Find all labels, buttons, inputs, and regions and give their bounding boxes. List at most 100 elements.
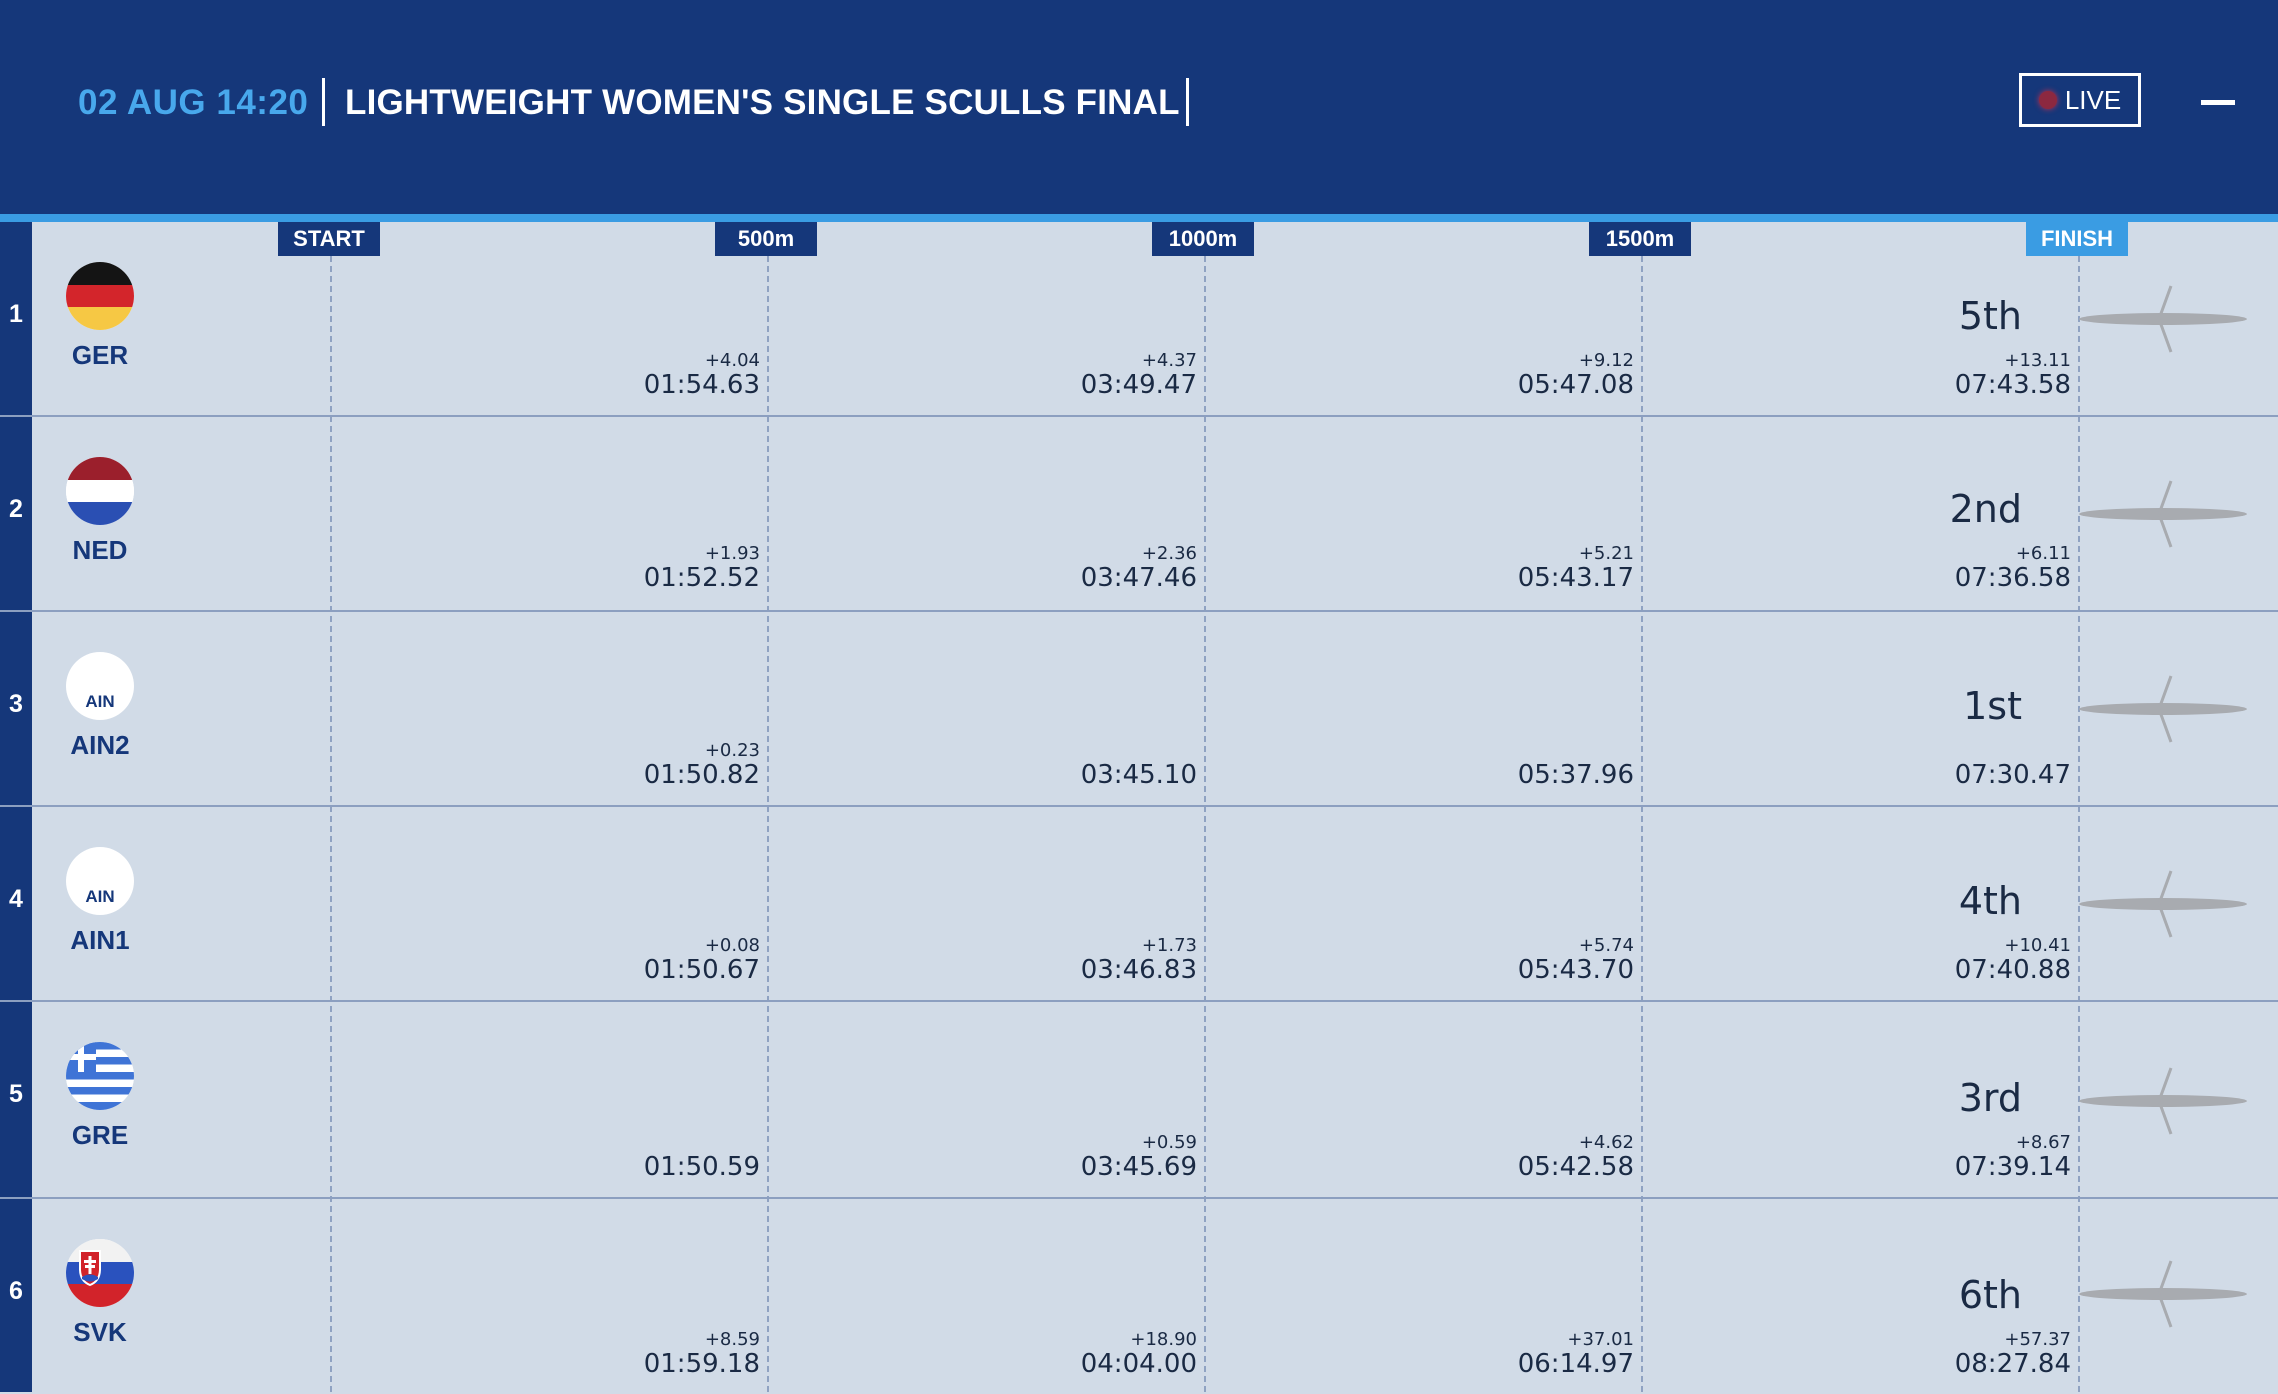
split-diff: +37.01 <box>1567 1329 1634 1350</box>
split-time: 05:43.70 <box>1517 955 1634 985</box>
finish-diff: +57.37 <box>2004 1329 2071 1350</box>
split-time: 01:50.59 <box>643 1152 760 1182</box>
header-divider <box>1186 78 1189 126</box>
split-diff: +4.62 <box>1578 1132 1634 1153</box>
finish-diff: +8.67 <box>2015 1132 2071 1153</box>
country-code: NED <box>72 535 128 565</box>
split-diff: +0.59 <box>1141 1132 1197 1153</box>
marker-finish: FINISH <box>2026 222 2128 256</box>
split-diff: +18.90 <box>1130 1329 1197 1350</box>
ain-flag-icon: AIN <box>66 652 134 720</box>
boat-icon <box>2079 1260 2247 1328</box>
split-time: 03:46.83 <box>1080 955 1197 985</box>
split-time: 06:14.97 <box>1517 1349 1634 1379</box>
race-date-time: 02 AUG 14:20 <box>78 83 309 122</box>
live-button[interactable]: LIVE <box>2019 73 2141 127</box>
live-indicator-icon <box>2038 91 2057 109</box>
lane-number: 1 <box>9 300 23 328</box>
final-place: 3rd <box>1958 1076 2022 1120</box>
lane-row: 6 SVK +8.59 01:59.18 +18.90 04:04.00 +37… <box>0 1199 2278 1394</box>
boat-icon <box>2079 870 2247 938</box>
header-divider <box>322 78 325 126</box>
slovakia-flag-icon <box>66 1239 134 1307</box>
finish-time: 07:36.58 <box>1954 563 2071 593</box>
row-divider <box>0 610 2278 612</box>
germany-flag-icon <box>66 262 134 330</box>
minimize-button[interactable] <box>2200 90 2236 114</box>
final-place: 1st <box>1963 684 2022 728</box>
marker-1500m: 1500m <box>1589 222 1691 256</box>
greece-flag-icon <box>66 1042 134 1110</box>
split-diff: +5.74 <box>1578 935 1634 956</box>
finish-diff: +13.11 <box>2004 350 2071 371</box>
split-time: 03:45.69 <box>1080 1152 1197 1182</box>
country-code: GER <box>71 340 129 370</box>
country-code: SVK <box>73 1317 127 1347</box>
marker-500m: 500m <box>715 222 817 256</box>
ain-flag-text: AIN <box>85 692 115 711</box>
race-header: 02 AUG 14:20 LIGHTWEIGHT WOMEN'S SINGLE … <box>0 0 2278 214</box>
split-diff: +2.36 <box>1141 543 1197 564</box>
lane-number: 5 <box>9 1080 23 1108</box>
split-time: 03:47.46 <box>1080 563 1197 593</box>
country-code: GRE <box>71 1120 129 1150</box>
final-place: 4th <box>1958 879 2022 923</box>
header-accent-line <box>0 214 2278 222</box>
split-diff: +1.93 <box>704 543 760 564</box>
split-diff: +0.23 <box>704 740 760 761</box>
final-place: 2nd <box>1949 487 2022 531</box>
finish-time: 07:39.14 <box>1954 1152 2071 1182</box>
split-time: 05:42.58 <box>1517 1152 1634 1182</box>
split-diff: +1.73 <box>1141 935 1197 956</box>
boat-icon <box>2079 480 2247 548</box>
lane-row: 1 GER +4.04 01:54.63 +4.37 03:49.47 +9.1… <box>0 222 2278 417</box>
split-time: 05:47.08 <box>1517 370 1634 400</box>
boat-icon <box>2079 285 2247 353</box>
boat-icon <box>2079 1067 2247 1135</box>
finish-line <box>2078 256 2080 1392</box>
row-divider <box>0 415 2278 417</box>
minus-icon <box>2201 99 2235 105</box>
split-time: 01:52.52 <box>643 563 760 593</box>
lane-row: 5 GRE 01:50.59 +0.59 03:45.69 +4.62 05:4… <box>0 1002 2278 1197</box>
line-500m <box>767 256 769 1392</box>
lane-row: 4 AIN AIN1 +0.08 01:50.67 +1.73 03:46.83… <box>0 807 2278 1002</box>
split-diff: +0.08 <box>704 935 760 956</box>
split-diff: +5.21 <box>1578 543 1634 564</box>
lane-row: 2 NED +1.93 01:52.52 +2.36 03:47.46 +5.2… <box>0 417 2278 612</box>
finish-time: 08:27.84 <box>1954 1349 2071 1379</box>
country-code: AIN2 <box>70 730 130 760</box>
split-diff: +4.37 <box>1141 350 1197 371</box>
lane-number: 3 <box>9 690 23 718</box>
split-time: 01:50.67 <box>643 955 760 985</box>
lane-row: 3 AIN AIN2 +0.23 01:50.82 03:45.10 05:37… <box>0 612 2278 807</box>
row-divider <box>0 805 2278 807</box>
split-diff: +9.12 <box>1578 350 1634 371</box>
split-time: 01:50.82 <box>643 760 760 790</box>
marker-start: START <box>278 222 380 256</box>
final-place: 6th <box>1958 1273 2022 1317</box>
marker-1000m: 1000m <box>1152 222 1254 256</box>
finish-time: 07:30.47 <box>1954 760 2071 790</box>
lane-number: 4 <box>9 885 23 913</box>
split-time: 03:49.47 <box>1080 370 1197 400</box>
country-code: AIN1 <box>70 925 130 955</box>
lane-number: 6 <box>9 1277 23 1305</box>
split-time: 01:54.63 <box>643 370 760 400</box>
row-divider <box>0 1197 2278 1199</box>
split-diff: +4.04 <box>704 350 760 371</box>
split-time: 04:04.00 <box>1080 1349 1197 1379</box>
ain-flag-text: AIN <box>85 887 115 906</box>
line-1500m <box>1641 256 1643 1392</box>
netherlands-flag-icon <box>66 457 134 525</box>
final-place: 5th <box>1958 294 2022 338</box>
split-time: 05:43.17 <box>1517 563 1634 593</box>
split-diff: +8.59 <box>704 1329 760 1350</box>
row-divider <box>0 1000 2278 1002</box>
live-label: LIVE <box>2064 84 2122 115</box>
line-1000m <box>1204 256 1206 1392</box>
start-line <box>330 256 332 1392</box>
finish-time: 07:43.58 <box>1954 370 2071 400</box>
ain-flag-icon: AIN <box>66 847 134 915</box>
finish-diff: +6.11 <box>2015 543 2071 564</box>
